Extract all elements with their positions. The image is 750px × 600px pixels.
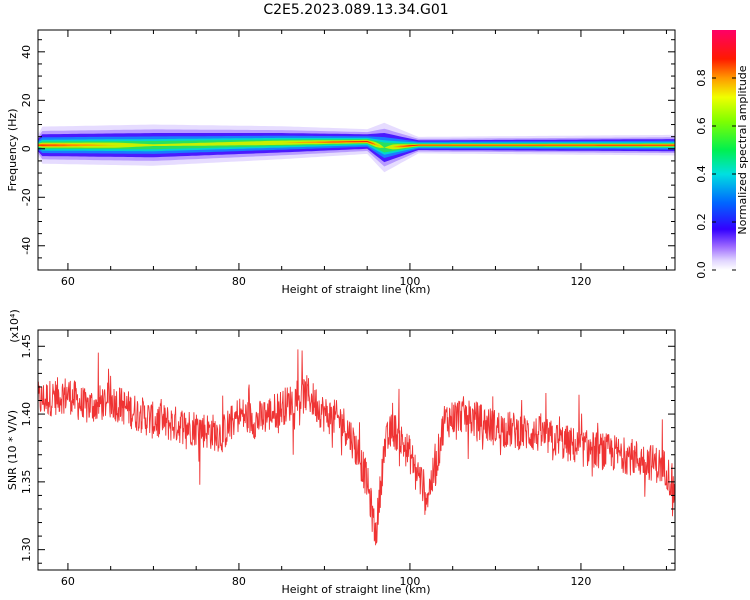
y-tick-label: -20 xyxy=(20,188,33,206)
spectrogram-frame xyxy=(37,29,676,271)
x-tick-label: 80 xyxy=(232,575,246,588)
chart-title: C2E5.2023.089.13.34.G01 xyxy=(263,2,448,18)
spectrogram-ylabel: Frequency (Hz) xyxy=(6,109,19,192)
snr-frame xyxy=(37,329,676,571)
y-tick-label: 0 xyxy=(20,145,33,152)
spectral-band xyxy=(38,122,675,173)
colorbar-ticks: 0.0 0.2 0.4 0.6 0.8 xyxy=(695,69,736,279)
colorbar-tick-label: 0.0 xyxy=(695,261,708,279)
y-tick-label: 1.35 xyxy=(20,470,33,495)
colorbar-gradient xyxy=(712,30,736,270)
colorbar-tick-label: 0.6 xyxy=(695,117,708,135)
snr-series-line xyxy=(38,349,675,546)
colorbar-tick-label: 0.8 xyxy=(695,69,708,87)
spectrogram-panel: 60 80 100 120 40 20 0 -20 -40 Height of straight… xyxy=(6,29,676,296)
y-tick-label: 20 xyxy=(20,93,33,107)
x-tick-label: 100 xyxy=(399,575,420,588)
x-tick-label: 100 xyxy=(399,275,420,288)
x-tick-label: 120 xyxy=(570,575,591,588)
snr-scale-label: (x10⁴) xyxy=(8,309,21,343)
y-tick-label: 1.30 xyxy=(20,537,33,562)
snr-xlabel: Height of straight line (km) xyxy=(281,583,430,596)
x-tick-label: 80 xyxy=(232,275,246,288)
colorbar-tick-label: 0.4 xyxy=(695,165,708,183)
spectrogram-xlabel: Height of straight line (km) xyxy=(281,283,430,296)
y-tick-label: 1.45 xyxy=(20,334,33,359)
colorbar: 0.0 0.2 0.4 0.6 0.8 Normalized spectral ampl… xyxy=(695,30,749,279)
x-tick-label: 60 xyxy=(61,275,75,288)
y-tick-label: 1.40 xyxy=(20,402,33,427)
spectrogram-ticks: 60 80 100 120 40 20 0 -20 -40 xyxy=(20,30,675,288)
spectral-band-layer xyxy=(38,139,675,153)
snr-panel: 60 80 100 120 1.30 1.35 1.40 1.45 Height of str… xyxy=(6,309,676,596)
y-tick-label: -40 xyxy=(20,237,33,255)
x-tick-label: 60 xyxy=(61,575,75,588)
x-tick-label: 120 xyxy=(570,275,591,288)
snr-ticks: 60 80 100 120 1.30 1.35 1.40 1.45 xyxy=(20,330,675,588)
colorbar-tick-label: 0.2 xyxy=(695,213,708,231)
colorbar-label: Normalized spectral amplitude xyxy=(736,65,749,234)
snr-ylabel: SNR (10 * V/V) xyxy=(6,410,19,490)
y-tick-label: 40 xyxy=(20,45,33,59)
